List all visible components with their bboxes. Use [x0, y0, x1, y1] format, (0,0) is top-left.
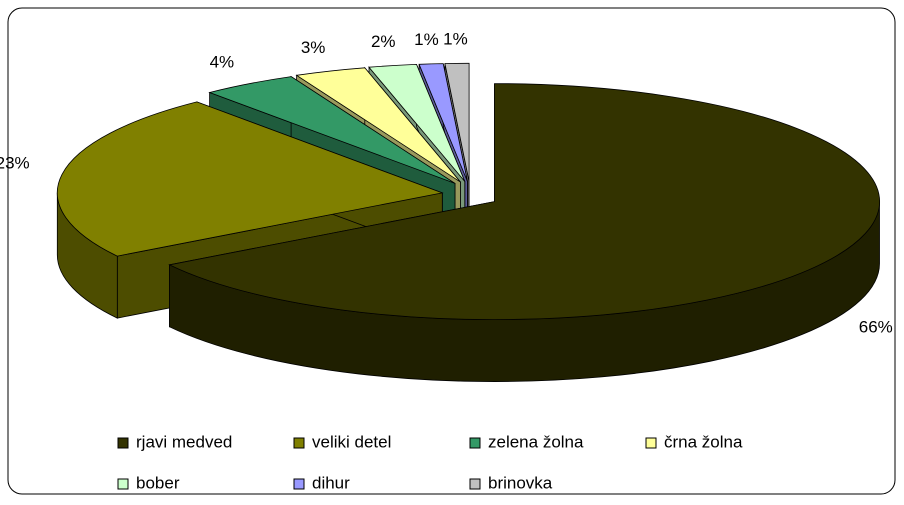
- legend-label: črna žolna: [664, 432, 743, 451]
- legend-swatch: [469, 478, 481, 490]
- data-label: 2%: [371, 32, 396, 51]
- slice: [208, 76, 456, 184]
- legend-swatch: [469, 437, 481, 449]
- slice: [295, 67, 461, 183]
- legend-label: veliki detel: [312, 432, 391, 451]
- legend-swatch: [117, 437, 129, 449]
- legend-label: zelena žolna: [488, 432, 584, 451]
- slice: [56, 101, 444, 257]
- legend-label: rjavi medved: [136, 432, 232, 451]
- data-label: 66%: [859, 317, 893, 336]
- slice: [368, 63, 466, 182]
- legend-swatch: [645, 437, 657, 449]
- data-label: 3%: [301, 38, 326, 57]
- legend-label: bober: [136, 473, 180, 492]
- slice: [444, 62, 470, 182]
- legend-swatch: [293, 437, 305, 449]
- legend-label: brinovka: [488, 473, 553, 492]
- legend-label: dihur: [312, 473, 350, 492]
- data-label: 1%: [414, 30, 439, 49]
- slice: [168, 83, 881, 320]
- data-label: 23%: [0, 153, 30, 172]
- legend-swatch: [293, 478, 305, 490]
- data-label: 1%: [443, 29, 468, 48]
- slice: [418, 63, 468, 182]
- legend-swatch: [117, 478, 129, 490]
- data-label: 4%: [210, 52, 235, 71]
